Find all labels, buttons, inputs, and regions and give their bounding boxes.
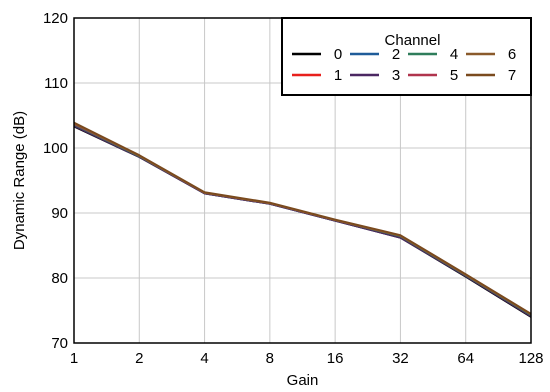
legend-item-channel-3: 3 [350, 67, 400, 84]
x-tick-label: 16 [327, 350, 344, 367]
x-tick-label: 8 [266, 350, 274, 367]
legend-label: 3 [392, 67, 400, 84]
legend-item-channel-2: 2 [350, 46, 400, 63]
x-tick-label: 4 [200, 350, 208, 367]
y-tick-label: 90 [51, 205, 68, 222]
y-tick-label: 110 [44, 75, 68, 92]
x-tick-label: 64 [457, 350, 474, 367]
x-tick-labels: 1 2 4 8 16 32 64 128 [70, 350, 544, 367]
y-tick-label: 120 [43, 10, 68, 27]
legend-items: 0 1 2 3 4 5 6 7 [292, 46, 516, 84]
series-lines [73, 121, 532, 318]
x-tick-label: 32 [392, 350, 409, 367]
x-tick-label: 1 [70, 350, 78, 367]
legend-item-channel-6: 6 [466, 46, 516, 63]
legend-box [281, 17, 532, 96]
series-line-channel-7 [73, 121, 532, 315]
x-axis-title: Gain [287, 372, 319, 389]
y-tick-label: 80 [51, 270, 68, 287]
legend-title: Channel [385, 32, 441, 49]
series-line-channel-6 [73, 122, 532, 316]
legend-label: 5 [450, 67, 458, 84]
y-axis-title: Dynamic Range (dB) [11, 111, 28, 250]
legend-item-channel-1: 1 [292, 67, 342, 84]
legend: Channel 0 1 2 3 4 5 6 7 [281, 17, 532, 96]
legend-item-channel-5: 5 [408, 67, 458, 84]
series-line-channel-4 [73, 123, 532, 316]
legend-label: 1 [334, 67, 342, 84]
legend-label: 4 [450, 46, 458, 63]
series-line-channel-2 [73, 124, 532, 317]
series-line-channel-1 [73, 123, 532, 316]
x-tick-label: 128 [518, 350, 543, 367]
x-tick-label: 2 [135, 350, 143, 367]
y-tick-labels: 70 80 90 100 110 120 [43, 10, 68, 352]
legend-label: 6 [508, 46, 516, 63]
series-line-channel-0 [73, 125, 532, 318]
legend-item-channel-0: 0 [292, 46, 342, 63]
legend-item-channel-7: 7 [466, 67, 516, 84]
legend-label: 0 [334, 46, 342, 63]
y-tick-label: 70 [51, 335, 68, 352]
y-tick-label: 100 [43, 140, 68, 157]
series-line-channel-5 [73, 123, 532, 316]
legend-label: 7 [508, 67, 516, 84]
series-line-channel-3 [73, 125, 532, 318]
legend-label: 2 [392, 46, 400, 63]
legend-item-channel-4: 4 [408, 46, 458, 63]
